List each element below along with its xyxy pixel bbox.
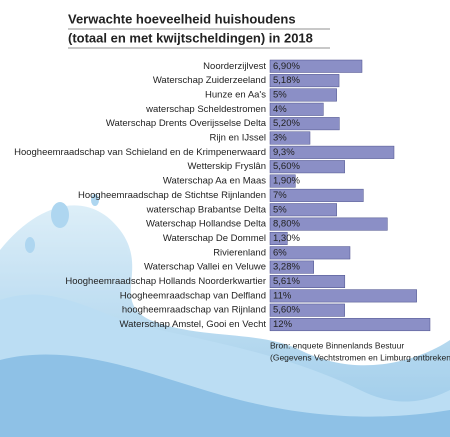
value-label: 12% (273, 319, 293, 330)
category-label: Waterschap Hollandse Delta (146, 219, 267, 230)
value-label: 5,60% (273, 161, 300, 172)
value-label: 3,28% (273, 262, 300, 273)
value-label: 6% (273, 247, 287, 258)
bar (269, 88, 337, 102)
category-label: Waterschap Vallei en Veluwe (144, 262, 266, 273)
value-label: 7% (273, 190, 287, 201)
bar (269, 246, 351, 260)
value-label: 9,3% (273, 147, 295, 158)
value-label: 5,20% (273, 118, 300, 129)
category-label: Waterschap De Dommel (163, 233, 266, 244)
value-label: 8,80% (273, 219, 300, 230)
bar (269, 74, 340, 88)
value-label: 5,60% (273, 305, 300, 316)
category-label: Waterschap Zuiderzeeland (153, 75, 266, 86)
bar (269, 231, 288, 245)
category-label: hoogheemraadschap van Rijnland (122, 305, 266, 316)
bar (269, 275, 346, 288)
category-label: Waterschap Drents Overijsselse Delta (106, 118, 267, 129)
bar (269, 188, 364, 202)
water-splash (0, 194, 450, 437)
category-label: Rijn en IJssel (210, 133, 267, 144)
value-label: 1,90% (273, 176, 300, 187)
chart-subtitle: (totaal en met kwijtscheldingen) in 2018 (68, 30, 313, 45)
bar (269, 174, 296, 188)
value-label: 5,61% (273, 276, 300, 287)
category-label: Rivierenland (213, 247, 266, 258)
value-label: 5% (273, 89, 287, 100)
value-label: 5,18% (273, 75, 300, 86)
category-label: waterschap Brabantse Delta (146, 204, 267, 215)
category-label: Hoogheemraadschap van Delfland (120, 290, 266, 301)
category-label: Waterschap Aa en Maas (163, 176, 266, 187)
value-label: 4% (273, 104, 287, 115)
category-label: Hoogheemraadschap van Schieland en de Kr… (14, 147, 266, 158)
bar (269, 217, 388, 231)
source: (Gegevens Vechtstromen en Limburg ontbre… (270, 352, 450, 362)
category-label: Waterschap Amstel, Gooi en Vecht (120, 319, 267, 330)
value-label: 1,30% (273, 233, 300, 244)
category-label: Noorderzijlvest (203, 61, 266, 72)
value-label: 5% (273, 204, 287, 215)
bar (269, 289, 417, 303)
bar (269, 117, 340, 131)
value-label: 11% (273, 290, 292, 301)
category-label: Wetterskip Fryslân (188, 161, 266, 172)
bar (269, 318, 431, 332)
value-label: 6,90% (273, 61, 300, 72)
category-label: Hoogheemraadschap de Stichtse Rijnlanden (78, 190, 266, 201)
bar (269, 260, 314, 274)
chart-title: Verwachte hoeveelheid huishoudens (68, 11, 296, 26)
category-label: waterschap Scheldestromen (145, 104, 266, 115)
bar (269, 102, 324, 116)
bar (269, 203, 337, 217)
bar (269, 160, 345, 174)
category-label: Hoogheemraadschap Hollands Noorderkwarti… (65, 276, 266, 287)
category-label: Hunze en Aa's (205, 89, 266, 100)
bar (269, 131, 311, 145)
bar (269, 145, 395, 159)
value-label: 3% (273, 133, 287, 144)
bar (269, 303, 345, 317)
source: Bron: enquete Binnenlands Bestuur (270, 340, 404, 350)
bar (269, 59, 363, 73)
